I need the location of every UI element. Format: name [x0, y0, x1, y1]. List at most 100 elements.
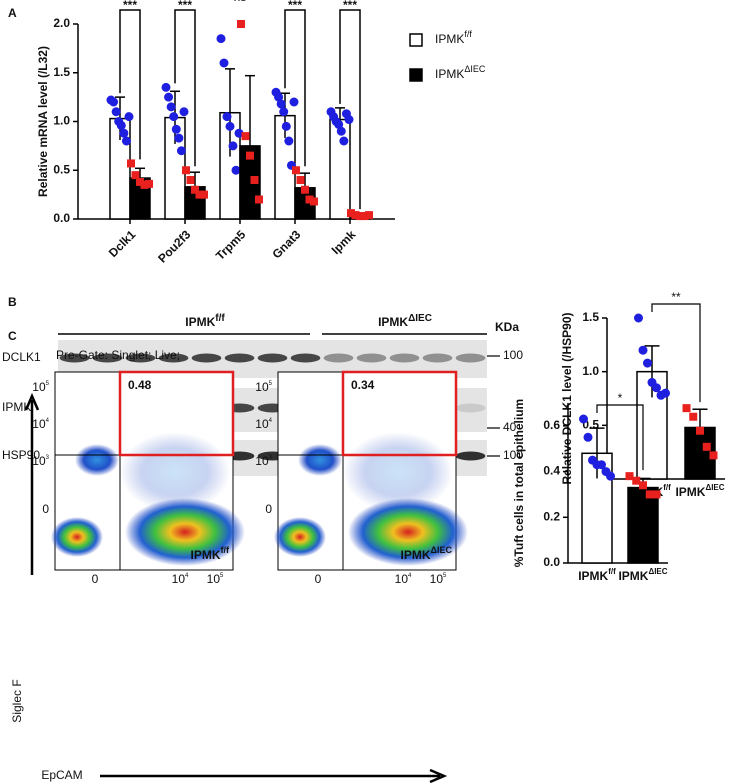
- x-tick-label: Trpm5: [213, 227, 249, 263]
- data-point: [237, 20, 245, 28]
- gate-value: 0.48: [128, 378, 152, 392]
- data-point: [166, 102, 176, 112]
- gate: [341, 370, 458, 457]
- legend-swatch: [409, 68, 423, 82]
- blot-band: [257, 353, 288, 363]
- data-point: [284, 136, 294, 146]
- marker-label: 40: [503, 420, 517, 434]
- marker-label: 100: [503, 348, 523, 362]
- x-tick-label-sup: ΔIEC: [705, 483, 724, 492]
- blot-group-label-sup: ΔIEC: [408, 313, 432, 324]
- marker-label: 100: [503, 448, 523, 462]
- blot-band: [455, 451, 486, 461]
- significance-bracket: [596, 404, 644, 471]
- data-point: [334, 119, 344, 129]
- panel-label: A: [8, 6, 17, 20]
- data-point: [174, 133, 184, 143]
- blot-row-label: DCLK1: [2, 350, 41, 364]
- legend-label-sup: ΔIEC: [464, 64, 486, 74]
- significance-label: ***: [343, 0, 357, 12]
- gate-value: 0.34: [351, 378, 375, 392]
- data-point: [109, 97, 119, 107]
- panel-label: C: [8, 329, 17, 343]
- legend-label-base: IPMK: [435, 67, 464, 81]
- data-point: [136, 177, 144, 186]
- significance-bracket: [339, 9, 361, 210]
- data-point: [682, 404, 691, 413]
- significance-label: ***: [288, 0, 302, 12]
- y-tick-label: 1.5: [53, 65, 70, 79]
- data-point: [639, 481, 647, 490]
- x-arrow: [100, 768, 448, 784]
- data-point: [709, 451, 718, 460]
- data-point: [234, 128, 244, 138]
- data-point: [289, 97, 299, 107]
- y-tick-label: 1.5: [582, 310, 599, 324]
- density: [274, 517, 326, 557]
- data-point: [250, 176, 259, 184]
- data-point: [231, 165, 241, 175]
- y-tick-label: 2.0: [53, 16, 70, 30]
- y-tick-label-base: 10: [32, 454, 46, 468]
- x-tick-label: 0: [315, 572, 322, 586]
- blot-group-label: IPMKΔIEC: [378, 313, 432, 330]
- data-point: [116, 120, 126, 130]
- y-tick-label: 104: [32, 417, 49, 431]
- data-point: [583, 432, 593, 442]
- x-tick-label-sup: ΔIEC: [648, 567, 667, 576]
- y-tick-label: 103: [255, 454, 272, 468]
- density: [75, 444, 119, 476]
- y-tick-label: 1.0: [582, 364, 599, 378]
- y-tick-label: 0.0: [543, 555, 560, 569]
- blot-unit: KDa: [495, 320, 519, 334]
- significance-bracket: [284, 9, 306, 167]
- blot-band: [455, 353, 486, 363]
- data-point: [182, 166, 190, 175]
- x-tick-label: IPMKf/f: [578, 567, 616, 583]
- blot-group-label-base: IPMK: [185, 315, 215, 329]
- data-point: [645, 490, 654, 499]
- data-point: [365, 211, 373, 220]
- data-point: [276, 99, 286, 109]
- data-point: [176, 146, 186, 156]
- blot-band: [290, 353, 321, 363]
- x-tick-label-base: IPMK: [618, 569, 648, 583]
- data-point: [171, 124, 181, 134]
- blot-band: [422, 353, 453, 363]
- data-point: [347, 209, 355, 218]
- y-tick-label: 0.2: [543, 509, 560, 523]
- data-point: [652, 383, 661, 393]
- data-point: [161, 82, 171, 92]
- x-tick-label-base: 0: [315, 572, 322, 586]
- y-tick-label-sup: 3: [269, 455, 273, 461]
- legend-label: IPMKf/f: [435, 29, 472, 46]
- x-axis-label: EpCAM: [41, 768, 82, 782]
- x-tick-label-sup: 4: [185, 573, 189, 579]
- x-tick-label: 104: [395, 572, 412, 586]
- data-point: [191, 185, 199, 194]
- density: [298, 444, 342, 476]
- y-axis-label: Relative mRNA level (/L32): [36, 46, 50, 197]
- y-tick-label: 0: [265, 502, 272, 516]
- data-point: [634, 313, 643, 323]
- y-tick-label-base: 0: [42, 502, 49, 516]
- x-tick-label-sup: f/f: [663, 483, 671, 492]
- data-point: [200, 190, 208, 199]
- x-tick-label: IPMKΔIEC: [675, 483, 724, 499]
- data-point: [351, 211, 360, 220]
- significance-label: **: [671, 290, 681, 304]
- data-point: [195, 190, 204, 199]
- y-tick-label-base: 10: [255, 417, 269, 431]
- y-tick-label-base: 10: [32, 380, 46, 394]
- y-tick-label: 104: [255, 417, 272, 431]
- data-point: [696, 426, 704, 435]
- significance-label: *: [618, 391, 623, 405]
- flow-plot-label: IPMKf/f: [191, 545, 230, 562]
- data-point: [296, 176, 305, 184]
- significance-bracket: [119, 9, 141, 160]
- x-tick-label-sup: 4: [408, 573, 412, 579]
- x-tick-label: IPMKΔIEC: [618, 567, 667, 583]
- data-point: [579, 414, 588, 424]
- significance-bracket: [651, 303, 701, 403]
